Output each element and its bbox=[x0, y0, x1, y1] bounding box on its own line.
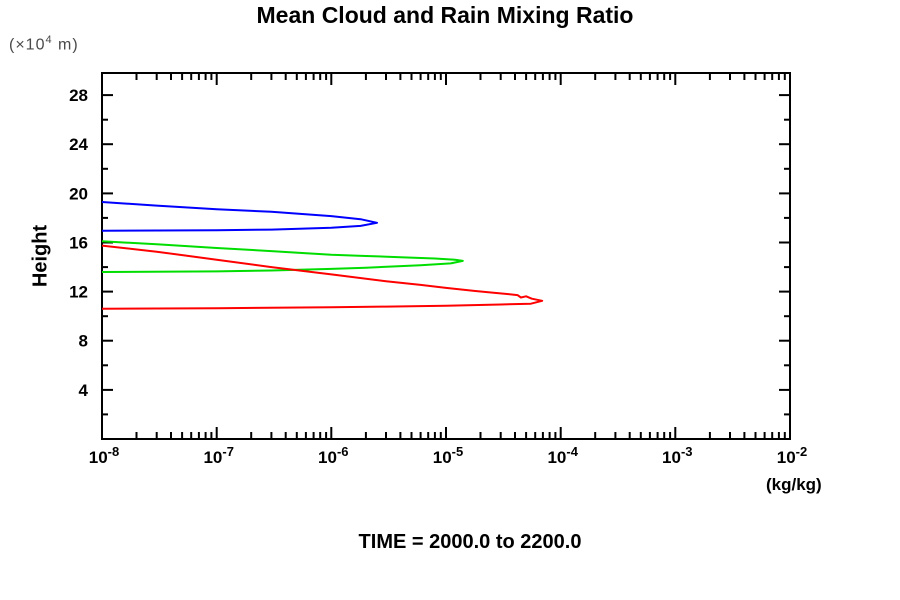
y-units-suffix: m) bbox=[52, 36, 79, 54]
x-tick-label: 10-6 bbox=[318, 444, 348, 467]
series-blue-curve bbox=[101, 201, 378, 232]
x-tick-label: 10-2 bbox=[777, 444, 807, 467]
x-tick-label: 10-7 bbox=[203, 444, 233, 467]
y-tick-label: 4 bbox=[79, 381, 89, 400]
x-axis-units: (kg/kg) bbox=[766, 475, 822, 494]
y-units-exponent: 4 bbox=[45, 34, 53, 46]
x-tick-label: 10-4 bbox=[547, 444, 578, 467]
x-tick-label: 10-8 bbox=[89, 444, 119, 467]
y-units-prefix: (×10 bbox=[9, 36, 46, 54]
y-tick-label: 12 bbox=[69, 283, 88, 302]
chart-title: Mean Cloud and Rain Mixing Ratio bbox=[256, 2, 634, 28]
time-annotation: TIME = 2000.0 to 2200.0 bbox=[358, 531, 582, 553]
y-tick-label: 8 bbox=[79, 332, 88, 351]
y-tick-label: 20 bbox=[69, 184, 88, 203]
series-red-curve bbox=[101, 244, 544, 310]
x-tick-label: 10-3 bbox=[662, 444, 692, 467]
y-tick-label: 16 bbox=[69, 234, 88, 253]
y-tick-label: 28 bbox=[69, 86, 88, 105]
y-tick-label: 24 bbox=[69, 135, 88, 154]
plot-frame bbox=[101, 72, 791, 440]
y-axis-units: (×104 m) bbox=[9, 34, 79, 54]
x-tick-label: 10-5 bbox=[433, 444, 463, 467]
series-green-curve bbox=[101, 240, 464, 273]
